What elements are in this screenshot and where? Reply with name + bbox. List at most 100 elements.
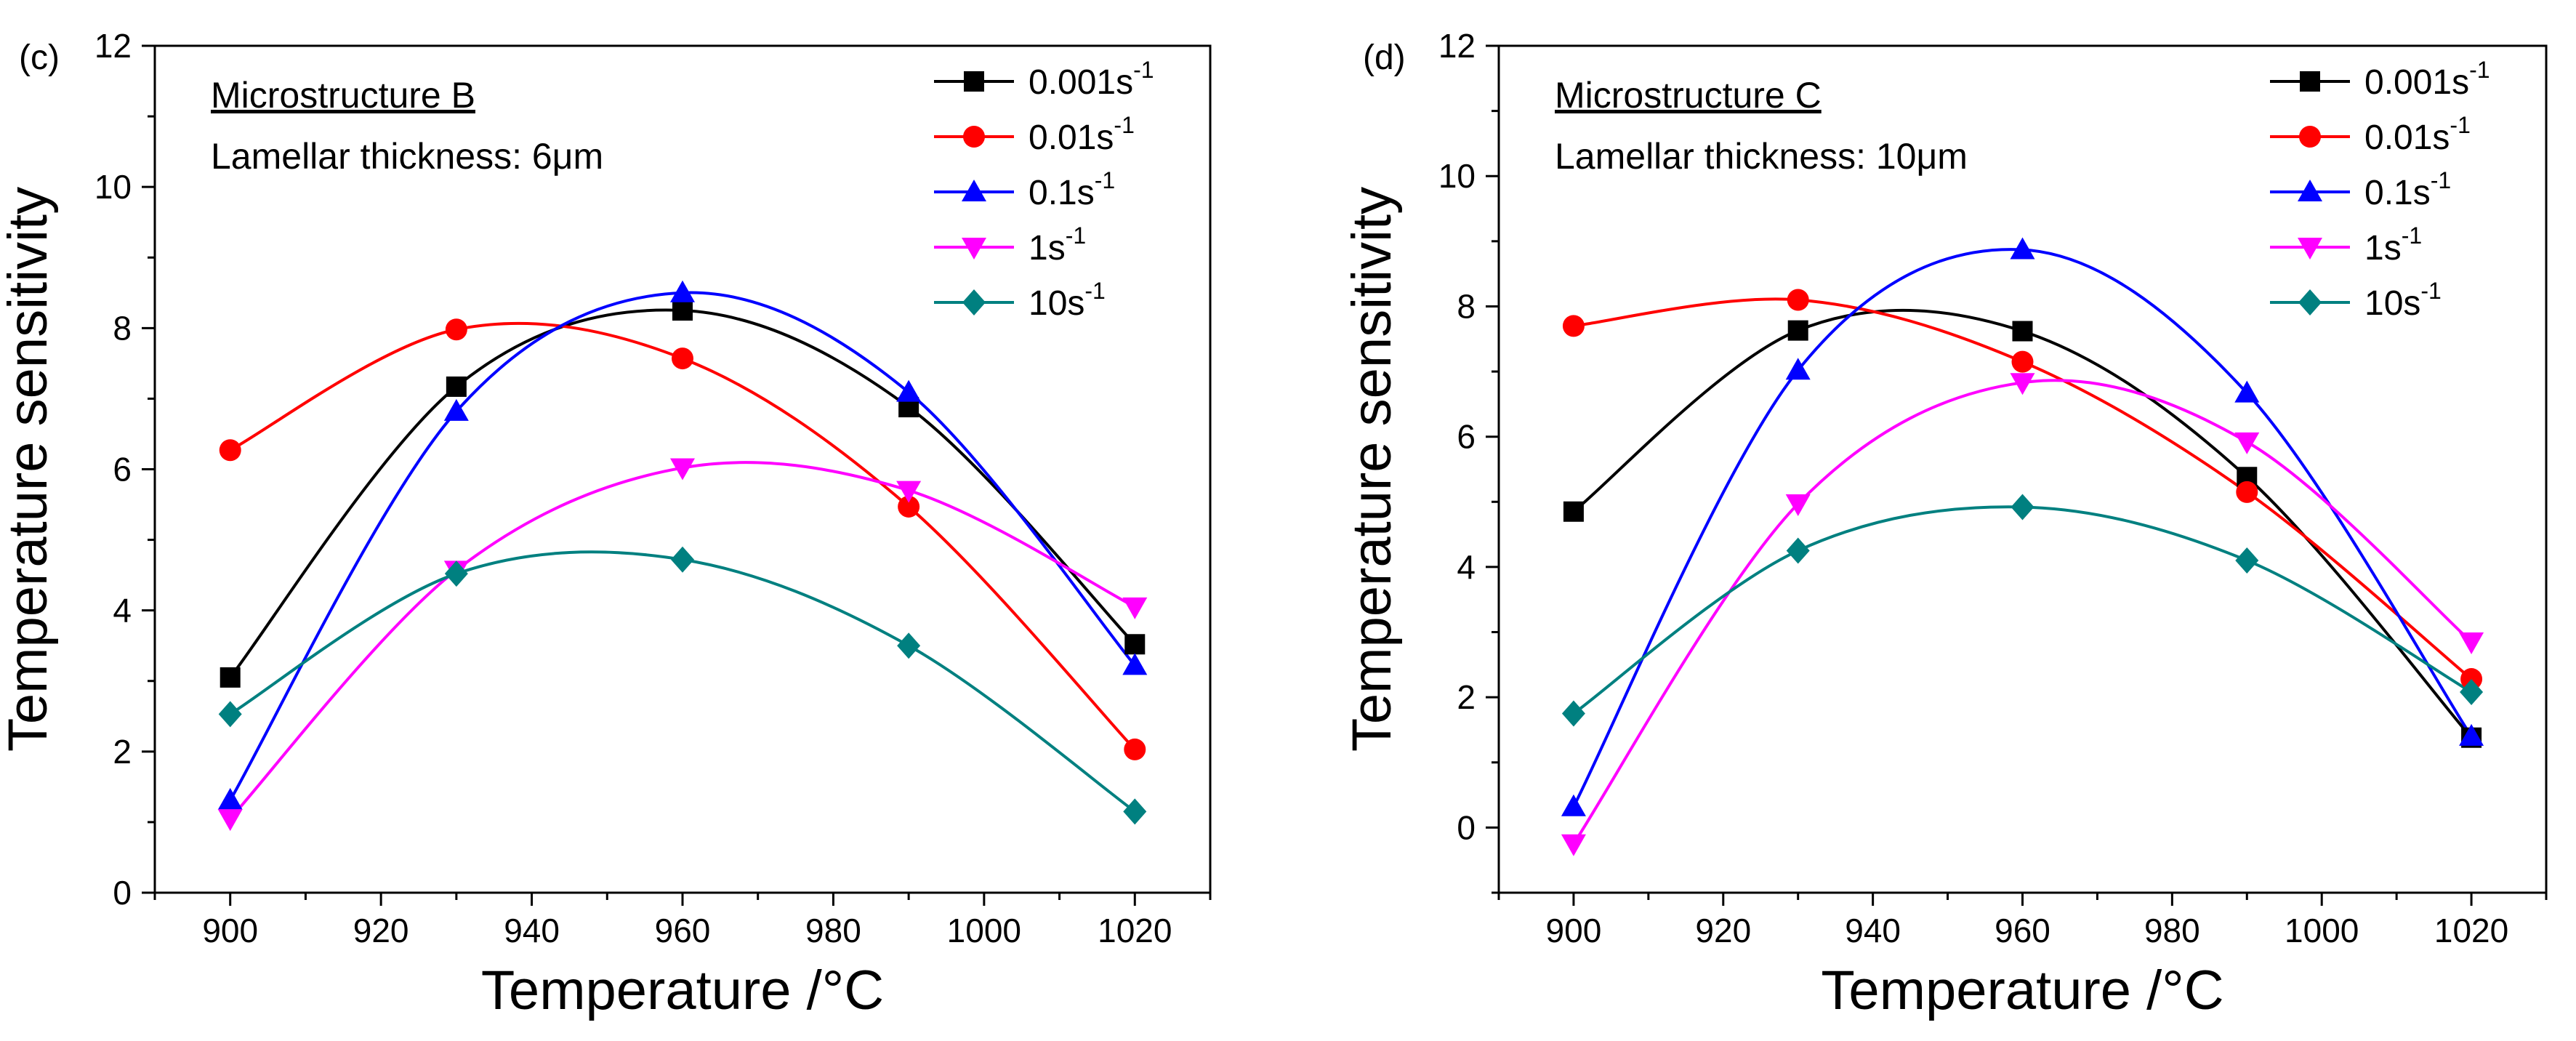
series-line-0.01s--1 xyxy=(1573,297,2473,680)
legend-label: 0.1s-1 xyxy=(1029,167,1115,212)
y-tick-label: 8 xyxy=(113,309,132,347)
x-tick-label: 940 xyxy=(1845,912,1901,949)
x-tick-label: 960 xyxy=(1995,912,2050,949)
data-point xyxy=(2011,350,2034,373)
data-point xyxy=(445,318,467,341)
data-point xyxy=(1122,597,1148,619)
legend-marker xyxy=(962,180,986,201)
chart-panel-d: 900 920 940 960 980 1000 1020 0 2 4 6 8 10 12 Temperat… xyxy=(1341,27,2548,1021)
data-point xyxy=(898,495,920,518)
legend: 0.001s-1 0.01s-1 0.1s-1 1s-1 10s-1 xyxy=(2270,57,2490,323)
data-point xyxy=(1124,634,1146,655)
y-tick-label: 10 xyxy=(94,168,132,206)
data-point xyxy=(2012,321,2033,342)
data-point xyxy=(443,398,469,421)
chart-panel-c: 900 920 940 960 980 1000 1020 0 2 4 6 8 10 12 Temperat… xyxy=(0,27,1212,1021)
data-point xyxy=(2236,481,2258,503)
chart-subtitle: Lamellar thickness: 6μm xyxy=(211,136,603,177)
data-point xyxy=(220,667,241,688)
legend-label-superscript: -1 xyxy=(1114,112,1134,138)
data-point xyxy=(2010,373,2035,395)
y-tick-label: 4 xyxy=(1457,548,1476,586)
data-point xyxy=(2459,632,2484,654)
data-point xyxy=(2460,678,2484,705)
y-tick-label: 2 xyxy=(1457,678,1476,716)
x-tick-label: 920 xyxy=(353,912,409,949)
legend-label: 0.001s-1 xyxy=(2364,57,2490,102)
y-tick-label: 12 xyxy=(1438,27,1476,65)
chart-subtitle: Lamellar thickness: 10μm xyxy=(1555,136,1968,177)
legend-label: 10s-1 xyxy=(2364,278,2442,323)
data-point xyxy=(2011,494,2034,520)
y-tick-label: 8 xyxy=(1457,287,1476,325)
y-tick-label: 0 xyxy=(113,874,132,912)
x-tick-label: 960 xyxy=(655,912,711,949)
data-point xyxy=(2010,237,2035,260)
x-tick-label: 1000 xyxy=(947,912,1021,949)
x-tick-label: 1000 xyxy=(2285,912,2359,949)
data-point xyxy=(1785,358,1811,380)
x-axis-title: Temperature /°C xyxy=(1821,960,2223,1021)
series-line-10s--1 xyxy=(229,550,1136,813)
y-tick-label: 12 xyxy=(94,27,132,65)
legend-marker xyxy=(963,126,985,148)
data-point xyxy=(1561,834,1586,856)
data-point xyxy=(1561,700,1585,727)
data-point xyxy=(672,300,693,321)
legend-marker xyxy=(964,71,984,92)
x-tick-label: 1020 xyxy=(2434,912,2508,949)
panel-label: (c) xyxy=(19,39,60,77)
legend-label-superscript: -1 xyxy=(2431,167,2451,193)
legend-label: 10s-1 xyxy=(1029,278,1106,323)
legend-label-superscript: -1 xyxy=(2450,112,2470,138)
legend-label-superscript: -1 xyxy=(1133,57,1154,83)
data-point xyxy=(670,458,695,481)
data-point xyxy=(1785,494,1811,516)
legend-label-superscript: -1 xyxy=(1084,278,1105,304)
x-tick-label: 900 xyxy=(1546,912,1602,949)
x-tick-label: 920 xyxy=(1695,912,1751,949)
legend: 0.001s-1 0.01s-1 0.1s-1 1s-1 10s-1 xyxy=(934,57,1154,323)
legend-label: 0.1s-1 xyxy=(2364,167,2451,212)
legend-marker xyxy=(2298,238,2322,260)
series-line-0.01s--1 xyxy=(229,321,1136,751)
legend-label: 0.01s-1 xyxy=(2364,112,2471,157)
data-point xyxy=(444,560,468,587)
data-point xyxy=(670,280,695,302)
legend-marker xyxy=(2299,126,2321,148)
legend-label-superscript: -1 xyxy=(1066,222,1086,249)
data-point xyxy=(217,787,243,810)
x-tick-label: 940 xyxy=(504,912,560,949)
data-point xyxy=(896,379,922,402)
data-point xyxy=(218,701,242,728)
legend-marker xyxy=(2298,180,2322,201)
legend-marker xyxy=(962,238,986,260)
data-point xyxy=(2234,432,2260,454)
legend-label-superscript: -1 xyxy=(2469,57,2490,83)
y-axis-title: Temperature sensitivity xyxy=(1341,187,1403,752)
data-point xyxy=(219,439,241,462)
series-line-10s--1 xyxy=(1572,505,2473,715)
legend-marker xyxy=(962,289,986,315)
data-point xyxy=(672,347,693,370)
y-tick-label: 2 xyxy=(113,733,132,771)
legend-label: 0.01s-1 xyxy=(1029,112,1135,157)
legend-marker xyxy=(2300,71,2320,92)
data-point xyxy=(217,809,243,832)
data-point xyxy=(1561,794,1586,816)
legend-label: 0.001s-1 xyxy=(1029,57,1154,102)
series-line-1s--1 xyxy=(229,461,1136,820)
panel-label: (d) xyxy=(1363,39,1406,77)
data-point xyxy=(1123,798,1147,825)
x-tick-label: 1020 xyxy=(1098,912,1172,949)
data-point xyxy=(1786,537,1810,564)
data-point xyxy=(2235,547,2259,574)
data-point xyxy=(1787,289,1809,311)
data-point xyxy=(1122,653,1148,675)
legend-label: 1s-1 xyxy=(1029,222,1086,268)
data-point xyxy=(896,481,922,503)
chart-title: Microstructure C xyxy=(1555,75,1822,116)
data-point xyxy=(2234,380,2260,403)
